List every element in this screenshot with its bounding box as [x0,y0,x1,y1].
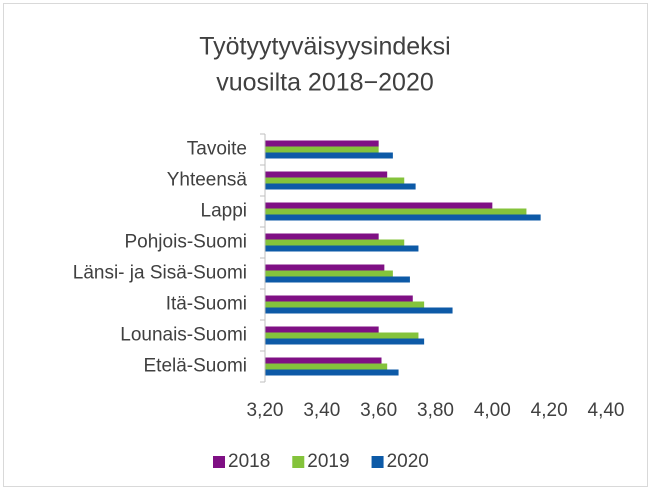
y-tick-label: Lounais-Suomi [120,325,247,346]
y-tick-label: Tavoite [187,139,247,160]
x-tick-label: 3,40 [303,400,340,421]
chart-title: vuosilta 2018−2020 [216,69,434,97]
bar [265,140,379,147]
bar [265,233,379,240]
bar [265,363,388,370]
bar [265,183,416,190]
bar [265,357,382,364]
legend-label: 2019 [307,451,349,472]
bar [265,332,419,339]
chart-title: Työtyytyväisyysindeksi [199,33,450,61]
x-tick-label: 4,20 [531,400,568,421]
bar [265,239,405,246]
legend-label: 2018 [228,451,270,472]
y-tick-label: Etelä-Suomi [144,356,248,377]
bar [265,245,419,252]
legend-swatch [371,456,384,468]
y-tick-label: Yhteensä [167,170,248,191]
y-tick-label: Länsi- ja Sisä-Suomi [73,263,247,284]
y-tick-label: Pohjois-Suomi [125,232,248,253]
bar [265,214,541,221]
x-tick-label: 3,80 [417,400,454,421]
bar [265,301,425,308]
x-tick-label: 4,40 [588,400,625,421]
bar [265,338,425,345]
legend-label: 2020 [387,451,429,472]
bar [265,264,385,271]
bar [265,276,410,283]
bar [265,177,405,184]
bar [265,171,388,178]
x-tick-label: 3,20 [247,400,284,421]
bar [265,270,393,277]
x-tick-label: 4,00 [474,400,511,421]
bar [265,146,379,153]
bar [265,202,493,209]
bar [265,369,399,376]
y-tick-label: Itä-Suomi [166,294,247,315]
legend-swatch [213,456,225,468]
legend-swatch [292,456,305,468]
bar [265,208,527,215]
bar [265,307,453,314]
y-tick-label: Lappi [201,201,248,222]
bar [265,295,413,302]
x-tick-label: 3,60 [360,400,397,421]
bar [265,326,379,333]
bar [265,152,393,159]
